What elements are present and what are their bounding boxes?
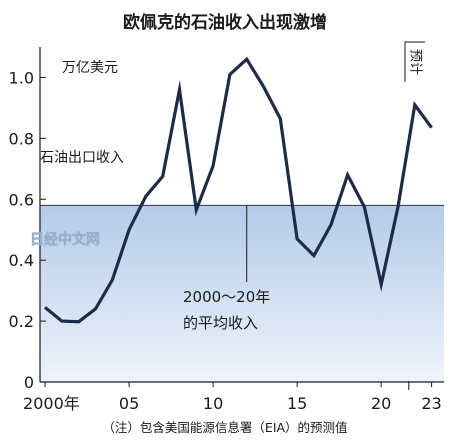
x-tick-label: 23 bbox=[421, 394, 441, 413]
average-label-line2: 的平均收入 bbox=[183, 314, 258, 332]
y-tick-label: 0.8 bbox=[9, 129, 34, 148]
x-tick-label: 10 bbox=[203, 394, 223, 413]
y-axis-ticks: 0 0.2 0.4 0.6 0.8 1.0 bbox=[9, 68, 46, 392]
average-label-line1: 2000～20年 bbox=[183, 288, 270, 306]
y-tick-label: 0.2 bbox=[9, 312, 34, 331]
forecast-bracket bbox=[404, 41, 425, 82]
x-tick-label: 05 bbox=[119, 394, 139, 413]
series-label: 石油出口收入 bbox=[40, 150, 124, 166]
chart-title: 欧佩克的石油收入出现激增 bbox=[123, 12, 327, 33]
x-tick-label: 20 bbox=[371, 394, 391, 413]
x-tick-label: 15 bbox=[287, 394, 307, 413]
y-tick-label: 0.4 bbox=[9, 251, 34, 270]
y-tick-label: 0.6 bbox=[9, 190, 34, 209]
average-band bbox=[40, 205, 444, 382]
x-axis-ticks: 2000年 05 10 15 20 23 bbox=[23, 382, 442, 413]
y-tick-label: 0 bbox=[24, 373, 34, 392]
unit-label: 万亿美元 bbox=[62, 60, 118, 76]
forecast-label: 预计 bbox=[408, 49, 423, 75]
y-tick-label: 1.0 bbox=[9, 68, 34, 87]
series-line-oil-export-revenue bbox=[43, 56, 433, 324]
forecast-annotation: 预计 bbox=[404, 41, 425, 82]
footnote: （注）包含美国能源信息署（EIA）的预测值 bbox=[102, 420, 347, 435]
watermark: 日经中文网 bbox=[30, 231, 100, 248]
x-tick-label: 2000年 bbox=[23, 394, 80, 413]
